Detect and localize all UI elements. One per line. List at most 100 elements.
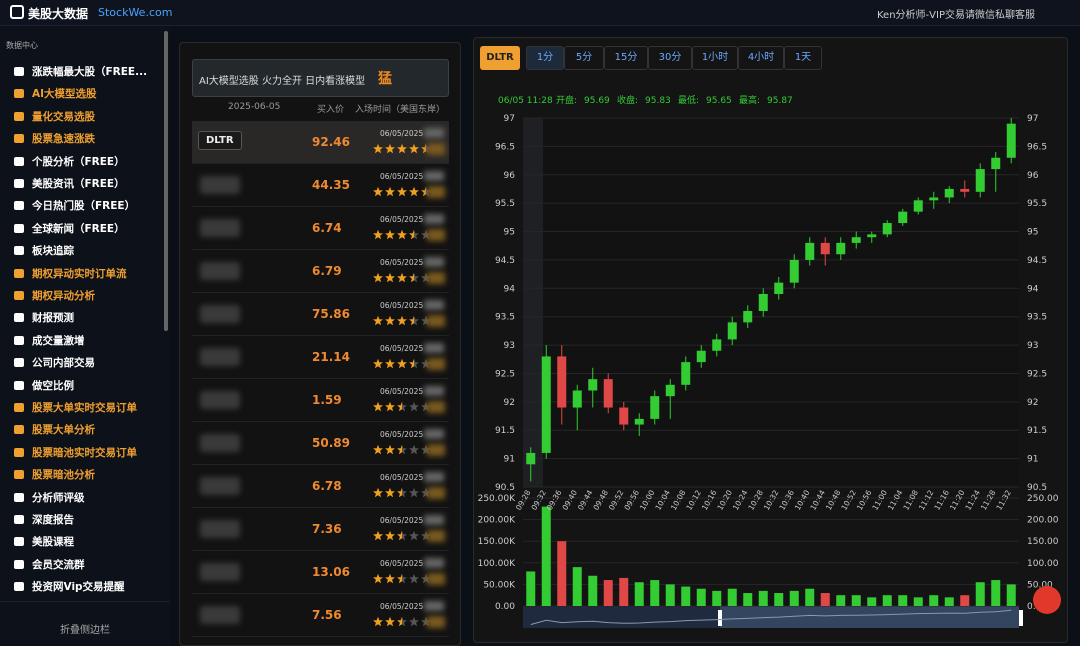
zoom-handle[interactable] <box>1019 610 1023 626</box>
menu-item[interactable]: 会员交流群 <box>14 557 85 572</box>
volume-bar <box>882 595 892 606</box>
candle-body <box>1006 123 1016 158</box>
menu-item[interactable]: 全球新闻（FREE） <box>14 221 125 236</box>
star <box>373 444 383 455</box>
time-blurred <box>424 257 444 267</box>
collapse[interactable]: 折叠侧边栏 <box>60 625 110 636</box>
scrollbar[interactable] <box>164 31 168 331</box>
menu-icon <box>14 223 24 233</box>
menu-item[interactable]: 今日热门股（FREE） <box>14 198 135 213</box>
menu-item[interactable]: 股票大单分析 <box>14 422 95 437</box>
star <box>409 358 419 369</box>
y-tick-label: 92.5 <box>495 369 515 379</box>
entry-time: 06/05/2025 <box>380 473 424 482</box>
rating <box>373 487 431 498</box>
interval-button[interactable]: 30分 <box>648 46 692 70</box>
volume-bar <box>743 593 753 606</box>
interval-button[interactable]: 4小时 <box>738 46 784 70</box>
menu-item[interactable]: 量化交易选股 <box>14 109 95 124</box>
pick-row[interactable]: DLTR 92.46 06/05/2025 <box>192 121 449 164</box>
pick-row[interactable]: 21.14 06/05/2025 <box>192 336 449 379</box>
menu-item[interactable]: 做空比例 <box>14 378 74 393</box>
interval-button[interactable]: 5分 <box>564 46 604 70</box>
menu-item[interactable]: 个股分析（FREE） <box>14 154 125 169</box>
user-menu[interactable]: Ken分析师-VIP交易请微信私聊客服 <box>877 10 1035 21</box>
pick-row[interactable]: 75.86 06/05/2025 <box>192 293 449 336</box>
volume-bar <box>975 582 985 606</box>
pick-row[interactable]: 6.74 06/05/2025 <box>192 207 449 250</box>
menu-label: 涨跌幅最大股（FREE... <box>32 66 148 78</box>
menu-label: 做空比例 <box>32 379 74 392</box>
slider-preview <box>530 609 1012 625</box>
menu-icon <box>14 291 24 300</box>
candle-body <box>944 188 954 198</box>
interval-button[interactable]: 1小时 <box>692 46 738 70</box>
volume-bar <box>681 586 691 606</box>
menu-item[interactable]: 股票暗池实时交易订单 <box>14 445 137 460</box>
menu-item[interactable]: 股票急速涨跌 <box>14 131 95 146</box>
menu-item[interactable]: 财报预测 <box>14 310 74 325</box>
menu-item[interactable]: 美股资讯（FREE） <box>14 176 125 191</box>
y-tick-label: 96 <box>1027 171 1039 181</box>
menu-icon <box>14 89 24 99</box>
interval-button[interactable]: 15分 <box>604 46 648 70</box>
rating <box>373 573 431 584</box>
top-bar: 美股大数据 StockWe.com Ken分析师-VIP交易请微信私聊客服 <box>0 0 1080 26</box>
pick-row[interactable]: 7.36 06/05/2025 <box>192 508 449 551</box>
menu-item[interactable]: 涨跌幅最大股（FREE... <box>14 64 147 79</box>
site[interactable]: StockWe.com <box>98 6 173 19</box>
info-time: 06/05 11:28 <box>498 96 553 106</box>
volume-bar <box>805 588 815 606</box>
interval-button[interactable]: 1天 <box>784 46 822 70</box>
star <box>373 315 383 326</box>
star <box>385 530 395 541</box>
menu-item[interactable]: AI大模型选股 <box>14 86 97 101</box>
menu-item[interactable]: 投资网Vip交易提醒 <box>14 579 125 594</box>
pick-row[interactable]: 44.35 06/05/2025 <box>192 164 449 207</box>
star <box>421 401 431 412</box>
pick-row[interactable]: 50.89 06/05/2025 <box>192 422 449 465</box>
pick-row[interactable]: 1.59 06/05/2025 <box>192 379 449 422</box>
zoom-window[interactable] <box>720 606 1019 628</box>
price: 6.78 <box>312 479 342 493</box>
chat-button[interactable] <box>1033 586 1061 614</box>
star <box>397 186 407 197</box>
volume-bar <box>727 588 737 606</box>
logo[interactable]: 美股大数据 <box>28 7 89 21</box>
menu-item[interactable]: 期权异动实时订单流 <box>14 266 127 281</box>
pick-row[interactable]: 7.56 06/05/2025 <box>192 594 449 637</box>
candle-body <box>960 188 970 192</box>
zoom-handle[interactable] <box>718 610 722 626</box>
menu-item[interactable]: 成交量激增 <box>14 333 85 348</box>
price: 21.14 <box>312 350 350 364</box>
menu-icon <box>14 111 24 121</box>
menu-item[interactable]: 期权异动分析 <box>14 288 95 303</box>
candle-body <box>991 157 1001 170</box>
menu-item[interactable]: 美股课程 <box>14 534 74 549</box>
menu-item[interactable]: 股票大单实时交易订单 <box>14 400 137 415</box>
pick-row[interactable]: 13.06 06/05/2025 <box>192 551 449 594</box>
symbol-button[interactable]: DLTR <box>480 46 520 70</box>
star-blur <box>427 186 445 198</box>
y-tick-label: 91.5 <box>495 426 515 436</box>
star <box>373 573 383 584</box>
menu-item[interactable]: 公司内部交易 <box>14 355 95 370</box>
menu-label: 期权异动实时订单流 <box>32 267 127 280</box>
divider <box>0 601 170 602</box>
pick-row[interactable]: 6.79 06/05/2025 <box>192 250 449 293</box>
col-time: 入场时间（美国东岸） <box>355 105 446 115</box>
interval-button[interactable]: 1分 <box>526 46 564 70</box>
menu-label: 今日热门股（FREE） <box>32 200 136 213</box>
star <box>397 573 407 584</box>
price: 1.59 <box>312 393 342 407</box>
volume-bar <box>634 582 644 606</box>
model-select[interactable]: AI大模型选股 火力全开 日内看涨模型 猛 <box>192 59 449 97</box>
menu-item[interactable]: 分析师评级 <box>14 490 85 505</box>
volume-bar <box>588 575 598 606</box>
pick-row[interactable]: 6.78 06/05/2025 <box>192 465 449 508</box>
y-tick-label: 94.5 <box>1027 256 1047 266</box>
menu-item[interactable]: 板块追踪 <box>14 243 74 258</box>
menu-item[interactable]: 深度报告 <box>14 512 74 527</box>
menu-item[interactable]: 股票暗池分析 <box>14 467 95 482</box>
rating <box>373 401 431 412</box>
